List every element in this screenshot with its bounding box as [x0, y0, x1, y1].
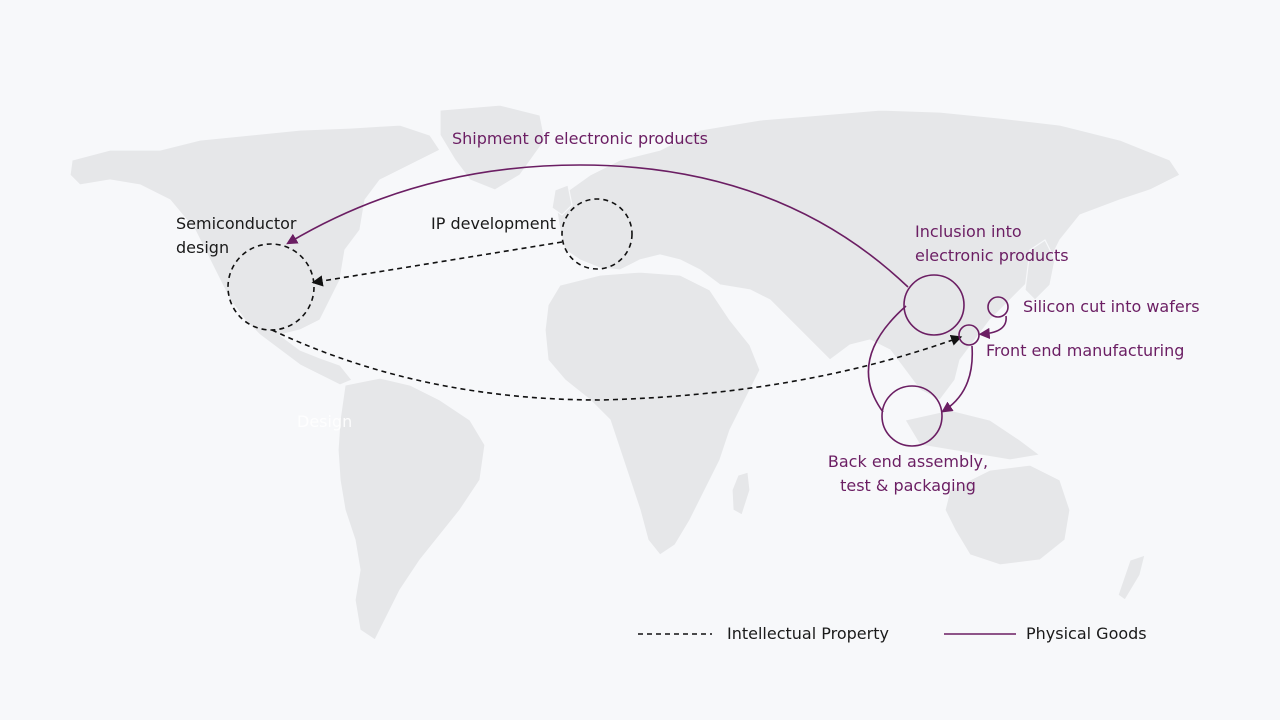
japan-land [1024, 239, 1056, 301]
inclusion-label: Inclusion into electronic products [915, 222, 1069, 265]
back-end-label: Back end assembly, test & packaging [827, 452, 989, 495]
europe-ip-circle [561, 198, 633, 270]
inclusion-circle [903, 274, 965, 336]
ip-flows [227, 198, 963, 401]
shipment-arrow [286, 164, 909, 288]
new-zealand-land [1117, 554, 1146, 601]
legend-ip-text: Intellectual Property [727, 624, 889, 643]
backend-to-inclusion-line [867, 305, 907, 413]
ip-to-design-arrow [311, 241, 563, 287]
semiconductor-design-label: Semiconductor design [176, 214, 297, 257]
legend-pg-text: Physical Goods [1026, 624, 1147, 643]
africa-land [544, 271, 761, 556]
uk-land [551, 184, 573, 216]
back-end-circle [881, 385, 943, 447]
madagascar-land [731, 471, 751, 516]
south-america-land [337, 377, 486, 641]
landmasses [69, 104, 1181, 641]
australia-land [944, 464, 1071, 566]
us-design-circle [227, 243, 315, 331]
shipment-label: Shipment of electronic products [452, 129, 708, 148]
greenland-land [439, 104, 546, 191]
silicon-to-fab-arrow [978, 315, 1007, 340]
design-to-fab-arrow [271, 329, 963, 401]
eurasia-land [554, 109, 1181, 401]
front-end-label: Front end manufacturing [986, 341, 1185, 360]
ghost-design-label: Design [297, 412, 353, 431]
ip-development-label: IP development [431, 214, 556, 233]
fab-to-backend-arrow [941, 345, 974, 413]
north-america-land [69, 124, 441, 386]
southeast-asia-islands-land [904, 409, 1042, 461]
physical-flows [286, 164, 1009, 447]
silicon-circle [987, 296, 1009, 318]
silicon-label: Silicon cut into wafers [1023, 297, 1200, 316]
